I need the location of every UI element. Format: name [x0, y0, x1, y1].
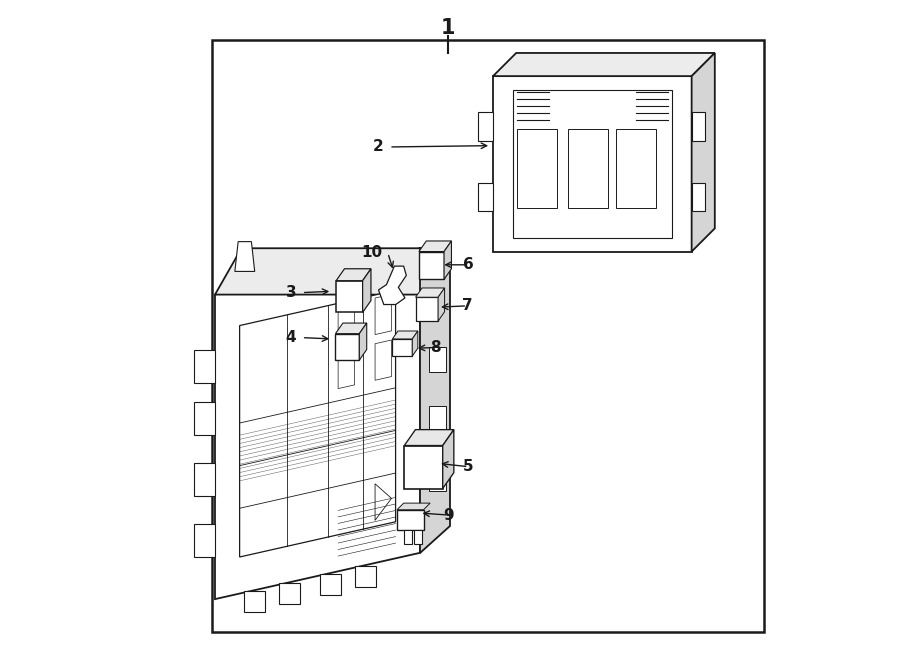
- Polygon shape: [392, 339, 412, 356]
- Polygon shape: [336, 323, 366, 334]
- Polygon shape: [363, 269, 371, 312]
- Text: 2: 2: [374, 140, 383, 154]
- Polygon shape: [235, 242, 255, 271]
- Polygon shape: [429, 347, 445, 372]
- Polygon shape: [444, 241, 452, 279]
- Polygon shape: [443, 430, 454, 489]
- Polygon shape: [336, 269, 371, 281]
- Polygon shape: [517, 129, 556, 208]
- Text: 8: 8: [430, 340, 441, 355]
- Polygon shape: [429, 406, 445, 432]
- Polygon shape: [244, 591, 266, 612]
- Polygon shape: [569, 129, 608, 208]
- Polygon shape: [416, 288, 445, 297]
- Polygon shape: [412, 331, 418, 356]
- Polygon shape: [194, 402, 215, 435]
- Text: 4: 4: [286, 330, 296, 345]
- Polygon shape: [320, 573, 341, 594]
- Polygon shape: [355, 566, 376, 587]
- Polygon shape: [404, 430, 454, 446]
- Polygon shape: [429, 465, 445, 491]
- Polygon shape: [215, 248, 420, 599]
- Polygon shape: [404, 530, 411, 544]
- Polygon shape: [493, 53, 715, 76]
- Polygon shape: [279, 583, 300, 604]
- Polygon shape: [513, 90, 671, 238]
- Polygon shape: [215, 248, 450, 295]
- Polygon shape: [691, 183, 705, 211]
- Text: 10: 10: [362, 246, 382, 260]
- Polygon shape: [404, 446, 443, 489]
- Polygon shape: [493, 76, 691, 252]
- Polygon shape: [414, 530, 422, 544]
- Polygon shape: [336, 334, 359, 360]
- Text: 7: 7: [462, 299, 472, 313]
- Polygon shape: [375, 295, 392, 334]
- Polygon shape: [479, 113, 493, 141]
- Polygon shape: [194, 463, 215, 496]
- Polygon shape: [379, 266, 406, 305]
- Polygon shape: [397, 510, 424, 530]
- Polygon shape: [336, 281, 363, 312]
- Polygon shape: [375, 484, 392, 520]
- Polygon shape: [338, 303, 355, 343]
- Text: 6: 6: [464, 258, 474, 272]
- Polygon shape: [194, 350, 215, 383]
- Polygon shape: [239, 291, 396, 557]
- Polygon shape: [418, 252, 444, 279]
- Polygon shape: [416, 297, 438, 321]
- Polygon shape: [479, 183, 493, 211]
- Text: 1: 1: [441, 18, 455, 38]
- Polygon shape: [616, 129, 656, 208]
- Polygon shape: [338, 348, 355, 389]
- Polygon shape: [194, 524, 215, 557]
- Polygon shape: [691, 113, 705, 141]
- Polygon shape: [420, 248, 450, 553]
- Text: 5: 5: [464, 459, 474, 474]
- Polygon shape: [691, 53, 715, 252]
- Polygon shape: [418, 241, 452, 252]
- Polygon shape: [392, 331, 418, 339]
- Polygon shape: [438, 288, 445, 321]
- Bar: [212, 40, 764, 632]
- Polygon shape: [359, 323, 366, 360]
- Text: 9: 9: [444, 508, 454, 522]
- Polygon shape: [397, 503, 430, 510]
- Polygon shape: [375, 340, 392, 380]
- Text: 3: 3: [286, 285, 296, 300]
